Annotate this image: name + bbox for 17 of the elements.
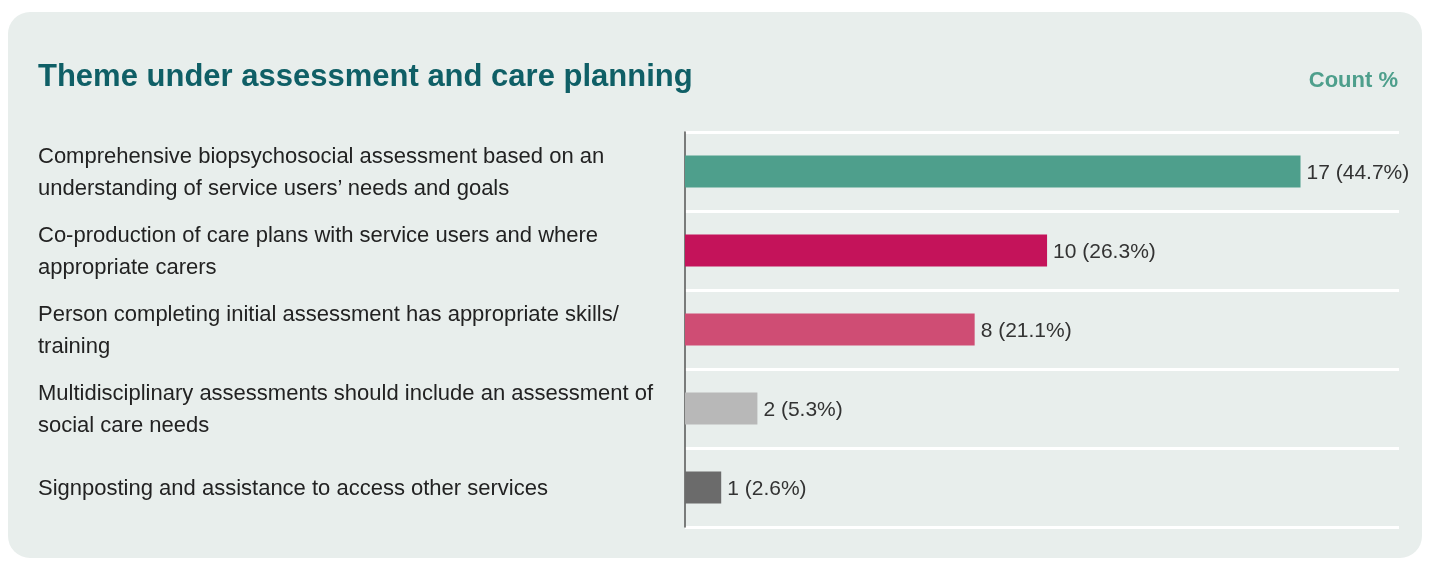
- data-label: 10 (26.3%): [1053, 239, 1156, 262]
- y-tick-label: Signposting and assistance to access other services: [38, 475, 548, 500]
- y-tick-label: Person completing initial assessment has appropriate skills/training: [38, 301, 620, 358]
- text: Count %: [1308, 66, 1398, 92]
- bar: [685, 392, 758, 425]
- data-label: 1 (2.6%): [727, 476, 807, 499]
- y-tick-label: Co-production of care plans with service users and where appropriate carers: [38, 222, 605, 279]
- data-label: 8 (21.1%): [980, 318, 1072, 341]
- text: Theme under assessment and care planning: [38, 58, 693, 93]
- bar: [685, 313, 975, 346]
- data-label: 17 (44.7%): [1306, 160, 1410, 183]
- bar: [685, 234, 1048, 267]
- bar: [685, 471, 722, 504]
- data-label: 2 (5.3%): [763, 397, 843, 420]
- y-tick-label: Multidisciplinary assessments should include an assessment of social care needs: [38, 380, 660, 437]
- bar: [685, 155, 1301, 188]
- y-tick-label: Comprehensive biopsychosocial assessment based on an understanding of service users’ needs and goals: [38, 143, 611, 200]
